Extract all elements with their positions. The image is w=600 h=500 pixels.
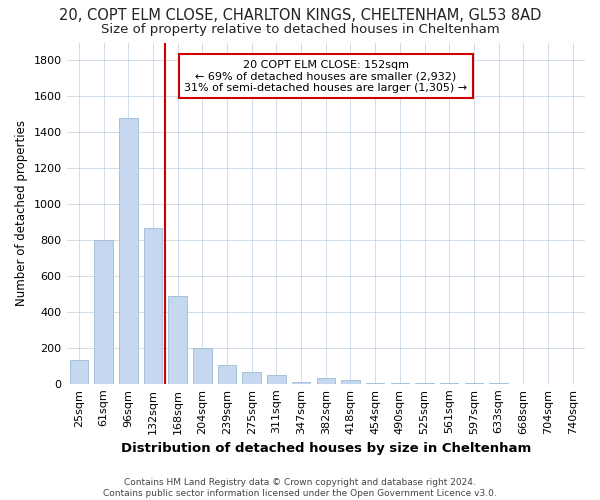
Bar: [94, 240, 113, 384]
X-axis label: Distribution of detached houses by size in Cheltenham: Distribution of detached houses by size …: [121, 442, 531, 455]
Bar: [267, 375, 286, 384]
Bar: [292, 382, 310, 384]
Bar: [391, 383, 409, 384]
Bar: [242, 372, 261, 384]
Bar: [366, 383, 385, 384]
Text: Size of property relative to detached houses in Cheltenham: Size of property relative to detached ho…: [101, 22, 499, 36]
Bar: [317, 378, 335, 384]
Text: Contains HM Land Registry data © Crown copyright and database right 2024.
Contai: Contains HM Land Registry data © Crown c…: [103, 478, 497, 498]
Bar: [119, 118, 137, 384]
Bar: [218, 365, 236, 384]
Bar: [341, 380, 360, 384]
Bar: [70, 360, 88, 384]
Bar: [143, 228, 162, 384]
Y-axis label: Number of detached properties: Number of detached properties: [15, 120, 28, 306]
Bar: [440, 383, 458, 384]
Bar: [193, 348, 212, 384]
Text: 20, COPT ELM CLOSE, CHARLTON KINGS, CHELTENHAM, GL53 8AD: 20, COPT ELM CLOSE, CHARLTON KINGS, CHEL…: [59, 8, 541, 22]
Bar: [415, 383, 434, 384]
Bar: [169, 296, 187, 384]
Text: 20 COPT ELM CLOSE: 152sqm
← 69% of detached houses are smaller (2,932)
31% of se: 20 COPT ELM CLOSE: 152sqm ← 69% of detac…: [184, 60, 467, 93]
